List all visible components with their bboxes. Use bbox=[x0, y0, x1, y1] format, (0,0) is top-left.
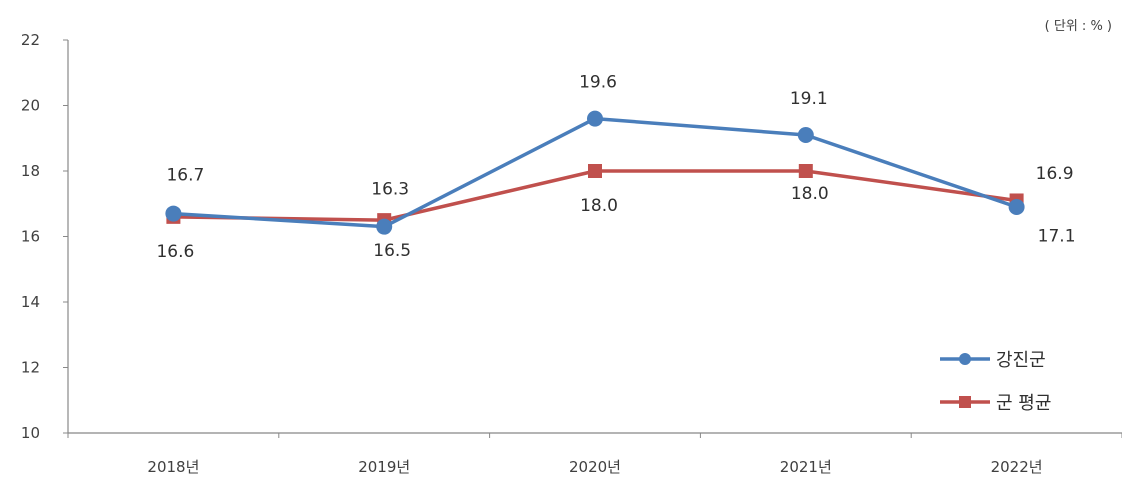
y-tick-label: 20 bbox=[21, 97, 40, 115]
x-tick-label: 2021년 bbox=[780, 458, 832, 476]
y-tick-label: 14 bbox=[21, 293, 40, 311]
data-point bbox=[798, 164, 813, 178]
legend-marker bbox=[959, 396, 971, 408]
series-gangjin bbox=[165, 110, 1025, 235]
legend-item: 강진군 bbox=[940, 350, 1046, 371]
data-label-gangjin: 16.9 bbox=[1036, 164, 1074, 184]
data-point bbox=[797, 126, 814, 143]
data-labels: 16.7 16.3 19.6 19.1 16.9 16.6 16.5 18.0 18.0 17.1 bbox=[156, 73, 1075, 262]
x-tick-label: 2019년 bbox=[358, 458, 410, 476]
data-point bbox=[587, 110, 603, 127]
unit-note: ( 단위 : % ) bbox=[1045, 19, 1112, 34]
data-label-gangjin: 16.3 bbox=[371, 180, 409, 200]
y-tick-label: 22 bbox=[21, 31, 40, 49]
data-label-county-average: 18.0 bbox=[580, 196, 618, 216]
data-label-gangjin: 19.6 bbox=[579, 73, 617, 93]
y-ticks: 10 12 14 16 18 20 22 bbox=[21, 31, 68, 442]
axes bbox=[67, 40, 1122, 434]
data-point bbox=[1008, 199, 1025, 216]
data-point bbox=[376, 218, 393, 235]
x-tick-label: 2018년 bbox=[147, 458, 199, 476]
data-label-county-average: 16.5 bbox=[373, 241, 411, 261]
data-point bbox=[588, 164, 602, 178]
x-ticks: 2018년 2019년 2020년 2021년 2022년 bbox=[67, 433, 1122, 476]
y-tick-label: 18 bbox=[21, 162, 40, 180]
y-tick-label: 10 bbox=[21, 424, 40, 442]
data-label-county-average: 16.6 bbox=[156, 242, 194, 262]
legend-item: 군 평균 bbox=[940, 393, 1051, 414]
y-tick-label: 12 bbox=[21, 359, 40, 377]
legend-marker bbox=[959, 353, 971, 365]
x-tick-label: 2020년 bbox=[569, 458, 621, 476]
x-tick-label: 2022년 bbox=[991, 458, 1043, 476]
data-label-gangjin: 19.1 bbox=[790, 89, 828, 109]
series-layer: 16.7 16.3 19.6 19.1 16.9 16.6 16.5 18.0 18.0 17.1 bbox=[156, 73, 1075, 262]
data-point bbox=[165, 205, 182, 222]
legend-label: 군 평균 bbox=[996, 393, 1051, 414]
legend-label: 강진군 bbox=[996, 350, 1046, 371]
data-label-gangjin: 16.7 bbox=[166, 166, 204, 186]
data-label-county-average: 17.1 bbox=[1038, 226, 1076, 246]
data-label-county-average: 18.0 bbox=[791, 184, 829, 204]
y-tick-label: 16 bbox=[21, 228, 40, 246]
